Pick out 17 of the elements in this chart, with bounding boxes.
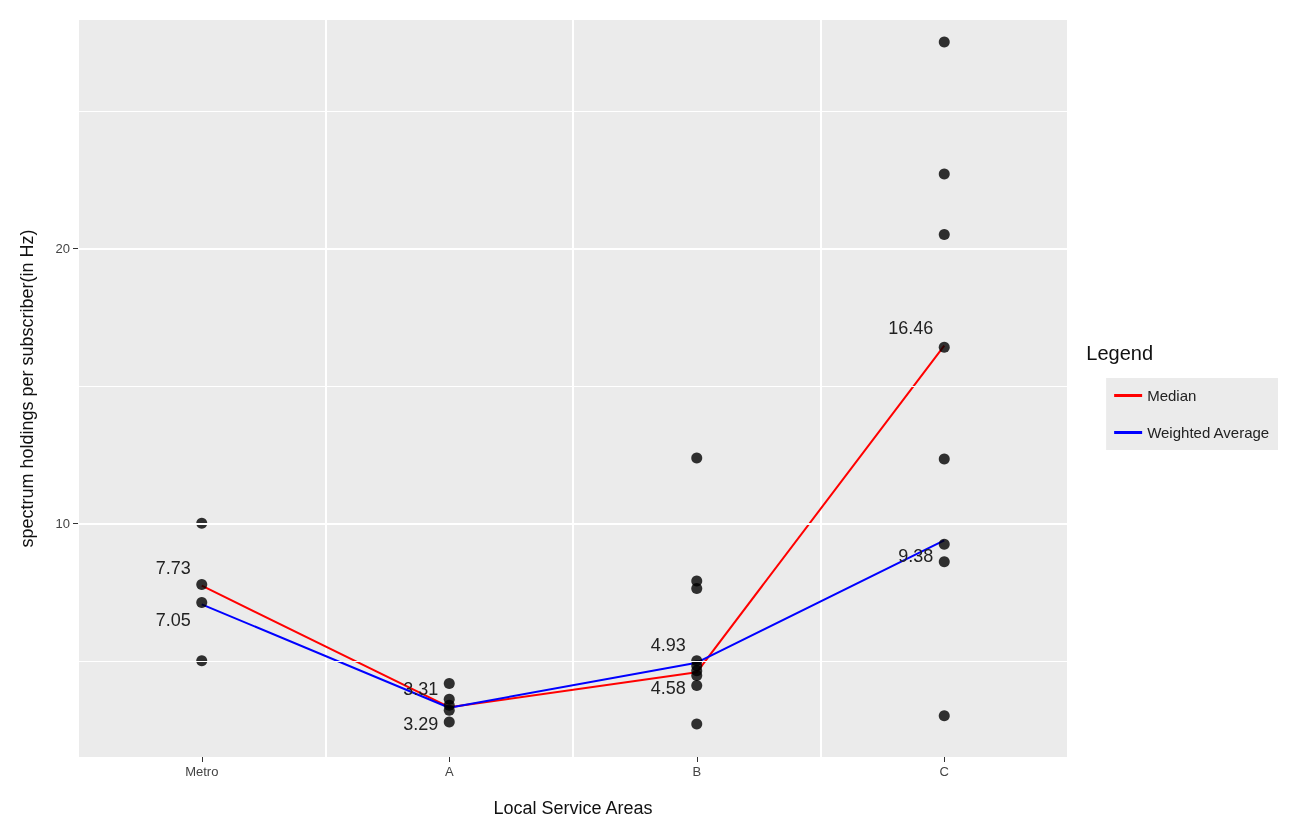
- legend-label: Weighted Average: [1147, 424, 1270, 441]
- data-label: 7.73: [155, 557, 191, 578]
- x-tick-label: Metro: [185, 764, 219, 779]
- y-tick-label: 20: [55, 240, 70, 256]
- legend-label: Median: [1147, 387, 1197, 404]
- x-tick-label: C: [939, 764, 949, 779]
- data-label: 3.29: [403, 713, 439, 734]
- data-label: 16.46: [888, 317, 934, 338]
- x-tick-label: B: [692, 764, 702, 779]
- data-label: 4.58: [650, 678, 686, 699]
- legend-title: Legend: [1086, 342, 1154, 364]
- data-label: 7.05: [155, 610, 191, 631]
- data-label: 4.93: [650, 634, 686, 655]
- x-axis-title: Local Service Areas: [493, 798, 653, 818]
- x-tick-label: A: [444, 764, 454, 779]
- y-axis-title: spectrum holdings per subscriber(in Hz): [17, 229, 37, 548]
- y-tick-label: 10: [55, 515, 70, 531]
